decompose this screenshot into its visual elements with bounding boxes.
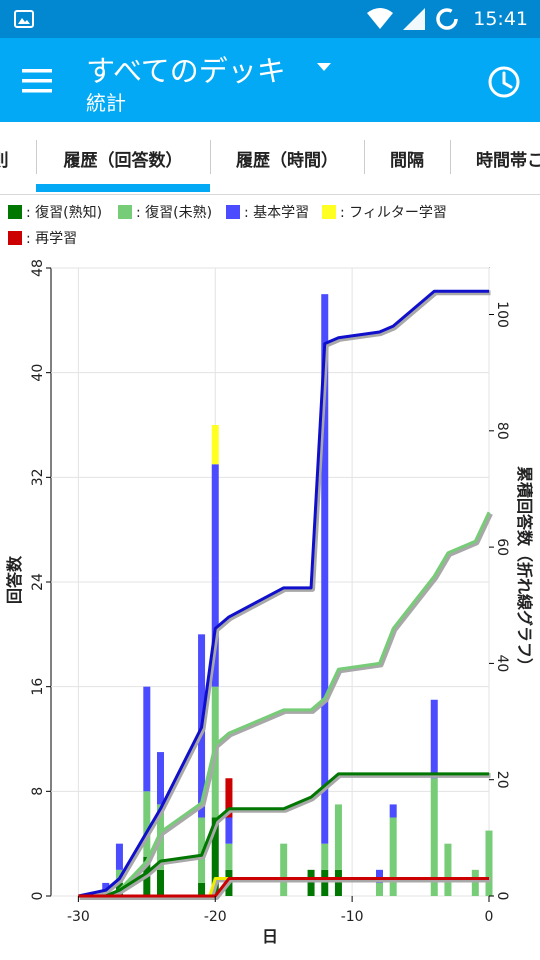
x-axis-label: 日 — [262, 927, 278, 946]
legend-label: : 復習(未熟) — [136, 205, 213, 221]
x-tick-label: -30 — [67, 909, 90, 925]
y-tick-label: 24 — [30, 573, 46, 591]
legend-swatch — [8, 231, 22, 245]
legend-item-mature: : 復習(熟知) — [8, 202, 102, 222]
y2-tick-label: 40 — [494, 654, 510, 672]
legend-item-young: : 復習(未熟) — [118, 202, 212, 222]
deck-selector-title[interactable]: すべてのデッキ — [86, 54, 286, 88]
review-history-chart: 0 8 16 24 32 40 48 0 20 40 60 80 100 -30 -20 -10 0 日 回答数… — [5, 259, 534, 946]
page-subtitle: 統計 — [86, 91, 126, 115]
y2-tick-label: 20 — [494, 771, 510, 789]
y-tick-label: 48 — [30, 259, 46, 277]
bar-segment — [321, 869, 329, 896]
bar-segment — [211, 425, 219, 465]
legend-swatch — [322, 205, 336, 219]
status-bar: 15:41 — [0, 0, 540, 38]
bar-segment — [225, 817, 233, 844]
y-tick-label: 16 — [30, 678, 46, 696]
cumulative-line — [78, 772, 489, 898]
bar-segment — [225, 778, 233, 818]
bar-segment — [143, 791, 151, 857]
dropdown-caret-icon[interactable] — [316, 62, 332, 72]
y-tick-label: 32 — [30, 468, 46, 486]
y2-tick-label: 80 — [494, 422, 510, 440]
bar-segment — [211, 464, 219, 687]
y-axis-label: 回答数 — [5, 555, 24, 604]
chart-grid — [50, 267, 490, 897]
y-tick-label: 0 — [30, 892, 46, 901]
legend-swatch — [226, 205, 240, 219]
tab-history-time[interactable]: 履歴（時間） — [236, 150, 338, 171]
tab-history-reviews[interactable]: 履歴（回答数） — [63, 150, 183, 171]
legend-swatch — [118, 205, 132, 219]
cumulative-line — [78, 877, 489, 898]
bar-segment — [444, 843, 452, 896]
chart-lines — [78, 289, 493, 900]
legend-label: : 再学習 — [26, 231, 78, 247]
app-bar: すべてのデッキ 統計 — [0, 38, 540, 122]
tab-intervals[interactable]: 間隔 — [390, 150, 424, 171]
signal-icon — [403, 8, 426, 30]
bar-segment — [321, 843, 329, 870]
bar-segment — [198, 817, 206, 883]
bar-segment — [376, 882, 383, 896]
bar-segment — [307, 869, 315, 896]
cumulative-line — [78, 289, 489, 898]
gallery-icon — [14, 10, 34, 28]
bar-segment — [334, 804, 342, 870]
tab-divider — [36, 140, 37, 174]
bar-segment — [280, 843, 288, 896]
bar-segment — [376, 869, 383, 883]
menu-button[interactable] — [22, 66, 58, 96]
cumulative-line-shadow — [79, 290, 491, 900]
bar-segment — [198, 882, 206, 896]
chart-axes: 0 8 16 24 32 40 48 0 20 40 60 80 100 -30 -20 -10 0 — [30, 259, 510, 925]
tab-divider — [450, 140, 451, 174]
status-icons: 15:41 — [367, 0, 528, 38]
bar-segment — [157, 869, 164, 896]
tab-divider — [210, 140, 211, 174]
y2-tick-label: 100 — [494, 301, 510, 328]
x-tick-label: -10 — [341, 909, 364, 925]
sync-ring-icon — [436, 8, 458, 30]
bar-segment — [115, 843, 123, 870]
x-tick-label: 0 — [485, 909, 494, 925]
y-tick-label: 8 — [30, 787, 46, 796]
bar-segment — [211, 817, 219, 896]
clock-icon — [488, 66, 520, 98]
bar-segment — [430, 699, 438, 779]
legend-item-filtered: : フィルター学習 — [322, 202, 447, 222]
menu-icon — [22, 69, 52, 73]
tab-selected-indicator — [36, 184, 210, 192]
cumulative-line — [78, 511, 491, 898]
y-tick-label: 40 — [30, 364, 46, 382]
bar-segment — [485, 830, 493, 896]
status-clock: 15:41 — [473, 8, 528, 30]
history-clock-button[interactable] — [484, 62, 524, 102]
bar-segment — [334, 869, 342, 896]
bar-segment — [471, 869, 479, 896]
wifi-icon — [367, 8, 394, 29]
tab-partial-left[interactable]: 則 — [0, 122, 10, 194]
legend-label: : 復習(熟知) — [26, 205, 103, 221]
bar-segment — [389, 817, 397, 896]
y2-tick-label: 60 — [494, 538, 510, 556]
legend-item-relearn: : 再学習 — [8, 228, 77, 248]
legend-swatch — [8, 205, 22, 219]
bar-segment — [143, 686, 151, 792]
bar-segment — [225, 843, 233, 870]
bar-segment — [321, 294, 329, 844]
x-tick-label: -20 — [204, 909, 227, 925]
y2-axis-label: 累積回答数（折れ線グラフ） — [515, 466, 534, 674]
legend-label: : フィルター学習 — [340, 205, 447, 221]
legend-item-learn: : 基本学習 — [226, 202, 309, 222]
bar-segment — [389, 804, 397, 818]
bar-segment — [430, 778, 438, 896]
tab-hourly-partial[interactable]: 時間帯こ — [476, 150, 540, 171]
tab-divider — [364, 140, 365, 174]
legend-label: : 基本学習 — [244, 205, 310, 221]
bar-segment — [157, 752, 164, 805]
y2-tick-label: 0 — [494, 892, 510, 901]
